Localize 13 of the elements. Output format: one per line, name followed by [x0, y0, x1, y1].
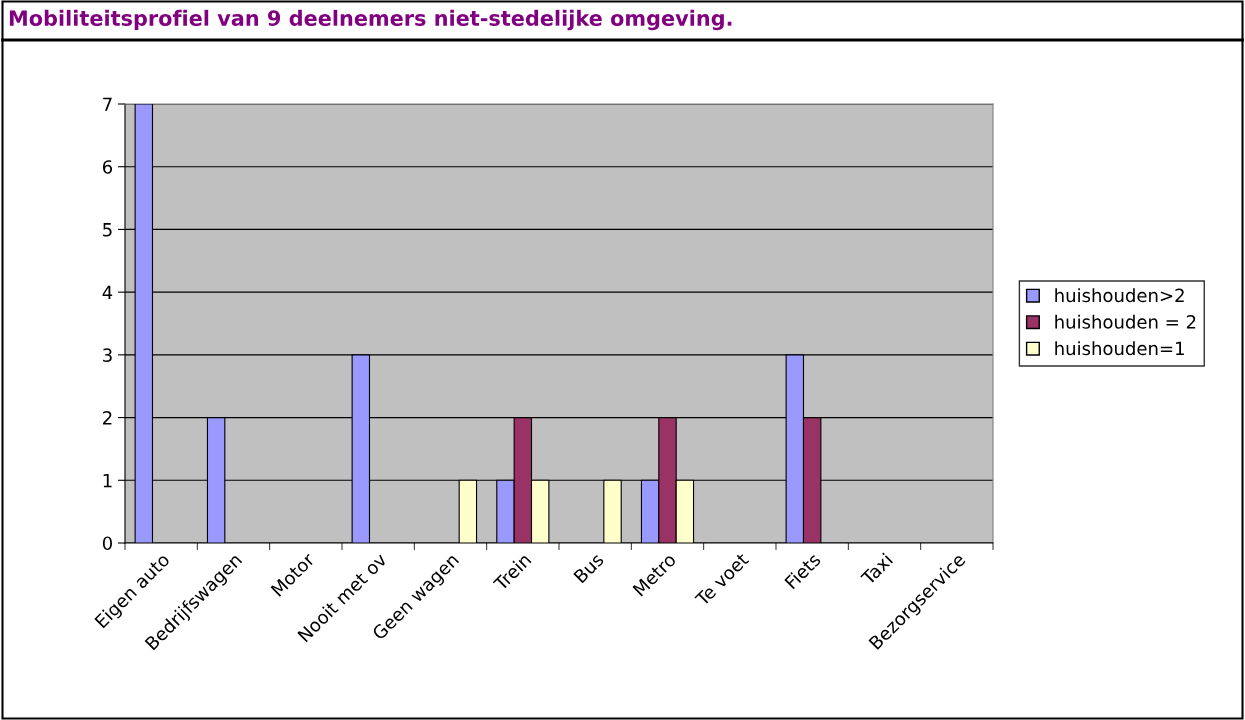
- y-tick-label: 0: [102, 536, 112, 551]
- chart-title: Mobiliteitsprofiel van 9 deelnemers niet-stedelijke omgeving.: [9, 9, 732, 31]
- y-tick-label: 3: [103, 348, 112, 362]
- y-tick-label: 1: [103, 473, 112, 488]
- y-tick-label: 2: [103, 411, 112, 425]
- y-tick-label: 5: [103, 223, 112, 237]
- legend-label: huishouden>2: [1055, 288, 1184, 303]
- y-tick-label: 7: [103, 97, 112, 111]
- x-tick-label: Bus: [573, 552, 605, 584]
- legend-label: huishouden = 2: [1055, 314, 1196, 329]
- legend-label: huishouden=1: [1055, 341, 1184, 356]
- y-tick-label: 4: [102, 285, 113, 299]
- y-tick-label: 6: [102, 160, 113, 174]
